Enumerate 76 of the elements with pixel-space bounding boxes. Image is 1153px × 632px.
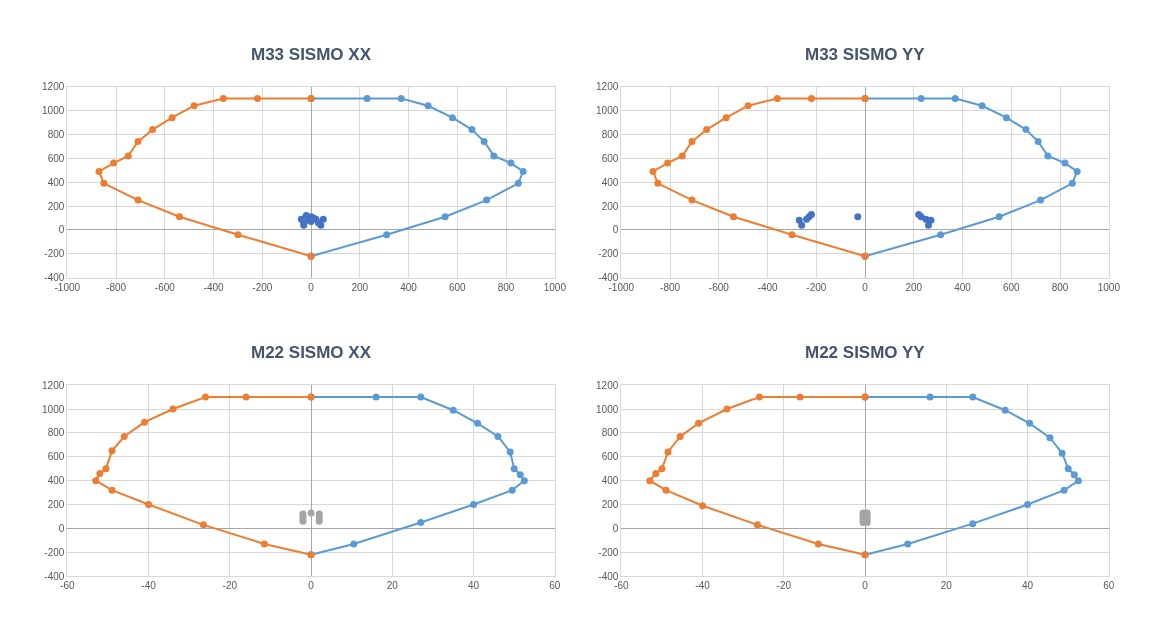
x-tick-label: -1000: [608, 281, 635, 293]
y-tick-label: 1000: [596, 403, 619, 415]
x-tick-label: 1000: [1097, 281, 1121, 293]
x-tick-label: 40: [468, 580, 480, 592]
y-tick-label: 600: [47, 152, 65, 164]
x-tick-label: 20: [940, 580, 953, 592]
x-tick-label: -1000: [54, 281, 81, 293]
x-tick-label: 60: [549, 580, 561, 592]
x-tick-label: -400: [757, 281, 779, 293]
y-tick-label: 400: [47, 176, 65, 188]
x-tick-label: -40: [695, 580, 711, 592]
y-tick-label: 400: [601, 176, 619, 188]
y-tick-label: -400: [598, 570, 619, 582]
y-tick-label: 0: [58, 522, 65, 534]
x-tick-label: -20: [776, 580, 792, 592]
y-tick-label: 1200: [596, 81, 619, 93]
x-tick-label: 800: [497, 281, 515, 293]
x-tick-label: -40: [141, 580, 157, 592]
y-tick-label: 1200: [42, 81, 65, 93]
y-tick-label: 600: [47, 451, 65, 463]
y-tick-label: -400: [44, 570, 65, 582]
x-tick-label: 600: [1003, 281, 1021, 293]
y-tick-label: 0: [612, 224, 619, 236]
x-tick-label: 1000: [543, 281, 567, 293]
x-tick-label: 400: [954, 281, 972, 293]
y-tick-label: 0: [612, 522, 619, 534]
x-tick-label: -60: [60, 580, 75, 592]
y-tick-label: 1000: [42, 403, 65, 415]
x-tick-label: 800: [1051, 281, 1069, 293]
x-tick-label: 200: [351, 281, 369, 293]
x-tick-label: -200: [252, 281, 273, 293]
chart-title: M22 SISMO YY: [805, 343, 926, 362]
y-tick-label: 400: [601, 475, 619, 487]
x-tick-label: 600: [449, 281, 467, 293]
y-tick-label: 800: [601, 128, 619, 140]
x-tick-label: -800: [106, 281, 127, 293]
y-tick-label: -200: [598, 248, 619, 260]
x-tick-label: -20: [222, 580, 238, 592]
x-tick-label: 0: [862, 580, 869, 592]
chart-title: M22 SISMO XX: [251, 343, 372, 362]
y-tick-label: -200: [44, 546, 65, 558]
chart-title: M33 SISMO XX: [251, 45, 372, 64]
x-tick-label: 20: [386, 580, 399, 592]
y-tick-label: 600: [601, 152, 619, 164]
y-tick-label: -400: [598, 272, 619, 284]
y-tick-label: -200: [44, 248, 65, 260]
x-tick-label: -600: [708, 281, 730, 293]
y-tick-label: 200: [47, 499, 65, 511]
x-tick-label: -200: [806, 281, 827, 293]
x-tick-label: -60: [614, 580, 629, 592]
x-tick-label: -600: [154, 281, 176, 293]
x-tick-label: -400: [203, 281, 225, 293]
x-tick-label: 200: [905, 281, 923, 293]
y-tick-label: 800: [47, 128, 65, 140]
y-tick-label: 200: [601, 200, 619, 212]
y-tick-label: 600: [601, 451, 619, 463]
x-tick-label: 40: [1022, 580, 1034, 592]
x-tick-label: 0: [862, 281, 869, 293]
x-tick-label: -800: [660, 281, 681, 293]
x-tick-label: 0: [308, 580, 315, 592]
y-tick-label: 1200: [596, 379, 619, 391]
x-tick-label: 0: [308, 281, 315, 293]
x-tick-label: 400: [400, 281, 418, 293]
y-tick-label: -400: [44, 272, 65, 284]
y-tick-label: 0: [58, 224, 65, 236]
y-tick-label: 200: [47, 200, 65, 212]
y-tick-label: 800: [47, 427, 65, 439]
y-tick-label: 1200: [42, 379, 65, 391]
x-tick-label: 60: [1103, 580, 1115, 592]
y-tick-label: 400: [47, 475, 65, 487]
y-tick-label: 800: [601, 427, 619, 439]
y-tick-label: -200: [598, 546, 619, 558]
y-tick-label: 200: [601, 499, 619, 511]
y-tick-label: 1000: [596, 105, 619, 117]
chart-title: M33 SISMO YY: [805, 45, 926, 64]
y-tick-label: 1000: [42, 105, 65, 117]
